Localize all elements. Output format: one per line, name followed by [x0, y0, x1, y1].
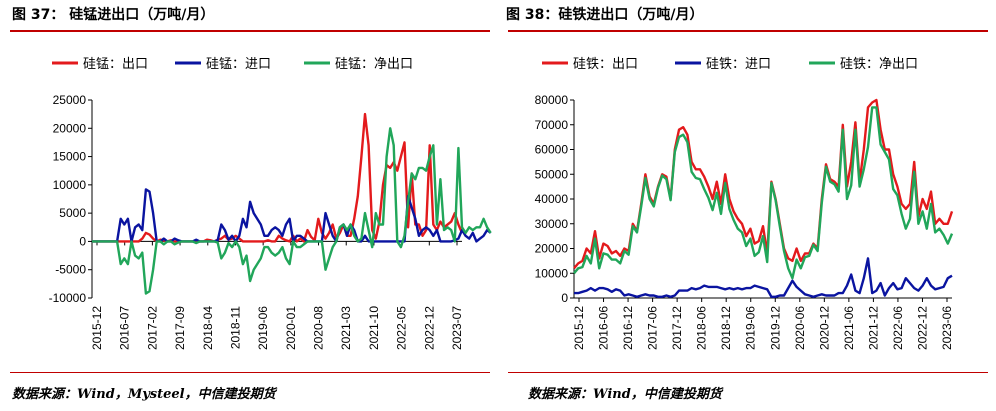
x-tick-label: 2020-06	[793, 306, 807, 350]
x-tick-label: 2022-12	[915, 306, 929, 350]
x-tick-label: 2016-07	[118, 306, 132, 350]
y-tick-label: 20000	[53, 121, 87, 135]
x-tick-label: 2023-06	[940, 306, 954, 350]
series-line	[92, 127, 492, 295]
series-line	[574, 257, 953, 298]
y-tick-label: 5000	[59, 206, 86, 220]
y-tick-label: 50000	[535, 167, 569, 181]
y-tick-label: 10000	[53, 178, 87, 192]
panel-ferrosilicon: 图 38：硅铁进出口（万吨/月） 硅铁：出口 硅铁：进口 硅铁：净出口 0 10000 2…	[498, 0, 996, 411]
y-tick-label: -10000	[49, 291, 87, 305]
x-tick-label: 2017-12	[670, 306, 684, 350]
legend-label: 硅锰：净出口	[335, 57, 413, 72]
source-rule	[10, 372, 490, 373]
x-tick-label: 2021-06	[842, 306, 856, 350]
x-tick-label: 2020-12	[817, 306, 831, 350]
y-tick-label: 25000	[53, 93, 87, 107]
x-tick-label: 2022-05	[395, 306, 409, 350]
x-tick-label: 2020-01	[284, 306, 298, 350]
x-tick-label: 2016-12	[621, 306, 635, 350]
legend-label: 硅铁：进口	[706, 57, 771, 72]
title-rule	[10, 30, 490, 32]
x-tick-label: 2021-03	[339, 306, 353, 350]
x-tick-label: 2019-06	[256, 306, 270, 350]
source-note: 数据来源：Wind，中信建投期货	[528, 387, 722, 402]
source-rule	[508, 372, 988, 373]
x-tick-label: 2022-06	[891, 306, 905, 350]
x-tick-label: 2018-06	[695, 306, 709, 350]
x-tick-label: 2017-06	[646, 306, 660, 350]
x-tick-label: 2015-12	[572, 306, 586, 350]
legend-label: 硅铁：净出口	[840, 57, 918, 72]
legend-label: 硅锰：进口	[206, 57, 271, 72]
x-tick-label: 2019-06	[744, 306, 758, 350]
y-tick-label: -5000	[55, 263, 86, 277]
chart-title: 图 38：硅铁进出口（万吨/月）	[506, 7, 704, 23]
x-tick-label: 2023-07	[450, 306, 464, 350]
y-tick-label: 0	[79, 234, 86, 248]
x-tick-label: 2021-10	[367, 306, 381, 350]
x-tick-label: 2016-06	[597, 306, 611, 350]
legend-label: 硅锰：出口	[83, 57, 148, 72]
x-tick-label: 2018-11	[228, 306, 242, 349]
x-tick-label: 2018-12	[719, 306, 733, 350]
legend-label: 硅铁：出口	[573, 57, 638, 72]
y-tick-label: 40000	[535, 192, 569, 206]
y-tick-label: 60000	[535, 143, 569, 157]
x-tick-label: 2019-12	[768, 306, 782, 350]
x-tick-label: 2020-08	[312, 306, 326, 350]
y-tick-label: 10000	[535, 266, 569, 280]
x-tick-label: 2017-02	[145, 306, 159, 350]
x-tick-label: 2022-12	[422, 306, 436, 350]
series-line	[92, 112, 464, 243]
chart-title: 图 37： 硅锰进出口（万吨/月）	[12, 7, 215, 23]
y-tick-label: 80000	[535, 93, 569, 107]
silicomanganese-chart: 硅锰：出口 硅锰：进口 硅锰：净出口 -10000 -5000 0 5000 10000 150…	[49, 57, 492, 350]
series-line	[573, 106, 954, 280]
ferrosilicon-chart: 硅铁：出口 硅铁：进口 硅铁：净出口 0 10000 20000 30000 40000 500…	[535, 57, 954, 350]
x-tick-label: 2015-12	[90, 306, 104, 350]
y-tick-label: 15000	[53, 150, 87, 164]
y-tick-label: 70000	[535, 118, 569, 132]
y-tick-label: 20000	[535, 242, 569, 256]
x-tick-label: 2021-12	[866, 306, 880, 350]
y-tick-label: 30000	[535, 217, 569, 231]
y-tick-label: 0	[561, 291, 568, 305]
panel-silicomanganese: 图 37： 硅锰进出口（万吨/月） 硅锰：出口 硅锰：进口 硅锰：净出口 -10000…	[10, 7, 492, 402]
source-note: 数据来源：Wind，Mysteel，中信建投期货	[12, 387, 276, 402]
x-tick-label: 2018-04	[201, 306, 215, 350]
title-rule	[508, 30, 988, 32]
x-tick-label: 2017-09	[173, 306, 187, 350]
